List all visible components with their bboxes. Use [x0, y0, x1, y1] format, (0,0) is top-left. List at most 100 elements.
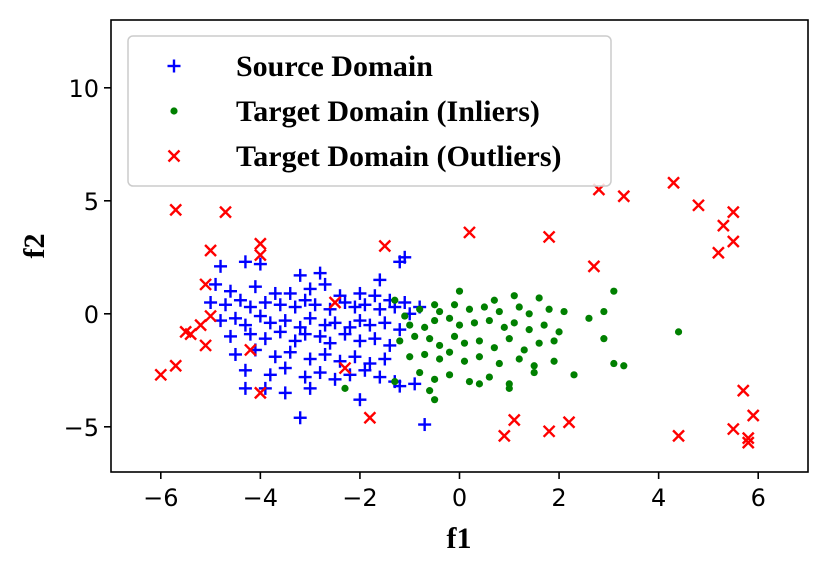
- data-point: [263, 316, 277, 330]
- data-point: [480, 303, 488, 311]
- data-point: [253, 257, 267, 271]
- legend: Source Domain Target Domain (Inliers) Targ…: [127, 35, 612, 187]
- data-point: [219, 205, 232, 219]
- data-point: [470, 319, 479, 327]
- data-point: [214, 259, 228, 273]
- data-point: [408, 377, 422, 391]
- data-point: [199, 278, 212, 291]
- data-point: [323, 302, 337, 316]
- data-point: [465, 305, 474, 313]
- data-point: [243, 327, 257, 341]
- data-point: [333, 289, 347, 303]
- data-point: [746, 409, 760, 422]
- data-point: [238, 255, 252, 269]
- data-point: [194, 318, 207, 332]
- data-point: [378, 239, 392, 253]
- data-point: [343, 368, 357, 382]
- data-point: [348, 300, 362, 314]
- data-point: [416, 305, 424, 313]
- data-point: [228, 311, 242, 325]
- data-point: [475, 380, 484, 388]
- data-point: [672, 429, 685, 443]
- data-point: [435, 307, 444, 316]
- data-point: [323, 336, 337, 350]
- data-point: [475, 337, 484, 345]
- data-point: [348, 350, 362, 364]
- data-point: [416, 368, 424, 377]
- data-point: [726, 235, 740, 248]
- data-point: [293, 268, 307, 282]
- data-point: [505, 335, 513, 343]
- x-tick-label: −2: [342, 484, 377, 512]
- data-point: [545, 305, 553, 313]
- data-point: [445, 314, 454, 322]
- data-point: [617, 189, 631, 203]
- data-point: [288, 334, 302, 348]
- data-point: [328, 316, 342, 330]
- data-point: [278, 386, 292, 400]
- series-3: [154, 176, 760, 449]
- data-point: [338, 327, 352, 341]
- data-point: [318, 318, 332, 332]
- data-point: [393, 323, 407, 337]
- data-point: [328, 296, 342, 309]
- data-point: [455, 287, 464, 295]
- legend-label: Source Domain: [236, 50, 433, 83]
- data-point: [228, 347, 242, 361]
- data-point: [421, 323, 429, 331]
- data-point: [530, 362, 538, 370]
- legend-label: Target Domain (Outliers): [236, 140, 562, 173]
- data-point: [391, 296, 399, 304]
- data-point: [223, 329, 237, 343]
- data-point: [154, 368, 168, 382]
- data-point: [363, 411, 377, 425]
- data-point: [268, 350, 282, 364]
- data-point: [258, 332, 272, 346]
- data-point: [550, 337, 558, 345]
- x-tick-label: −4: [243, 484, 278, 512]
- data-point: [313, 366, 327, 380]
- data-point: [263, 368, 277, 382]
- data-point: [431, 316, 439, 325]
- data-point: [445, 371, 454, 379]
- data-point: [560, 307, 568, 316]
- data-point: [610, 359, 618, 368]
- series-2: [341, 287, 683, 404]
- data-point: [248, 280, 262, 294]
- data-point: [298, 293, 312, 307]
- data-point: [490, 296, 498, 304]
- data-point: [535, 294, 543, 302]
- data-point: [238, 318, 252, 332]
- data-point: [278, 361, 292, 375]
- series-1: [204, 250, 432, 432]
- data-point: [238, 381, 252, 395]
- data-point: [406, 353, 414, 361]
- data-point: [421, 350, 429, 359]
- legend-label: Target Domain (Inliers): [236, 95, 540, 128]
- data-point: [550, 357, 558, 365]
- data-point: [293, 320, 307, 334]
- data-point: [254, 248, 267, 262]
- data-point: [463, 226, 476, 239]
- data-point: [303, 381, 317, 395]
- data-point: [303, 352, 317, 366]
- data-point: [465, 378, 474, 386]
- data-point: [391, 378, 399, 386]
- x-axis-label: f1: [447, 522, 472, 555]
- data-point: [223, 284, 237, 298]
- data-point: [204, 244, 217, 257]
- data-point: [692, 198, 705, 212]
- data-point: [363, 318, 377, 332]
- data-point: [510, 319, 518, 327]
- data-point: [328, 372, 342, 386]
- data-point: [600, 335, 608, 343]
- data-point: [435, 355, 444, 363]
- data-point: [383, 338, 397, 352]
- data-point: [199, 339, 212, 352]
- data-point: [333, 354, 347, 368]
- data-point: [455, 321, 464, 329]
- x-tick-label: 6: [751, 484, 766, 512]
- data-point: [254, 237, 267, 251]
- legend-item: Target Domain (Inliers): [170, 95, 540, 128]
- data-point: [398, 296, 412, 309]
